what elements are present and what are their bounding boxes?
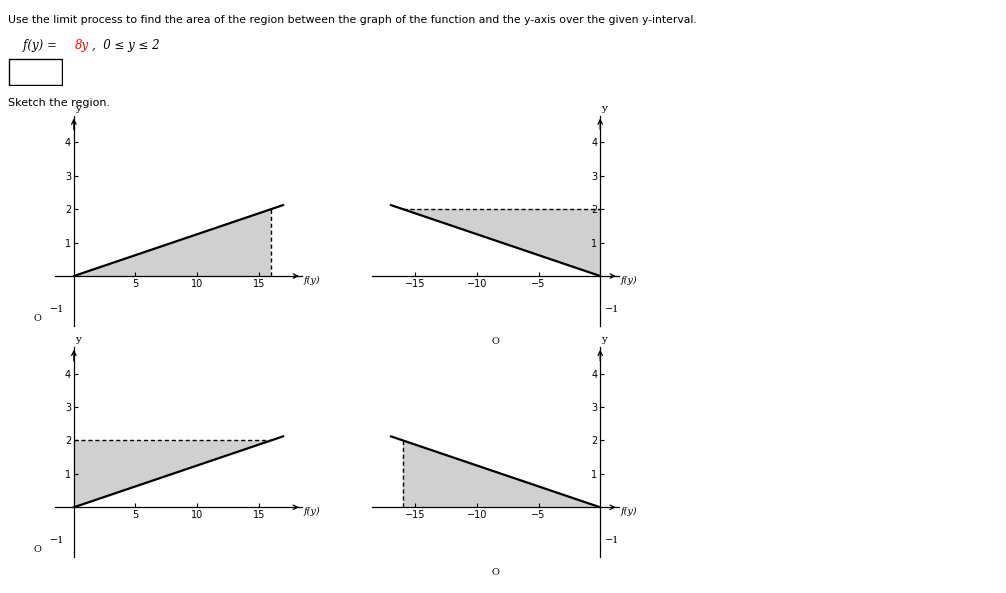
Text: −1: −1 (49, 536, 64, 545)
Polygon shape (73, 441, 271, 507)
Text: f(y): f(y) (304, 507, 320, 516)
Text: ,  0 ≤ y ≤ 2: , 0 ≤ y ≤ 2 (92, 39, 159, 52)
Text: y: y (601, 335, 607, 344)
Text: y: y (74, 335, 80, 344)
FancyBboxPatch shape (9, 59, 62, 85)
Text: O: O (492, 337, 499, 346)
Text: O: O (492, 568, 499, 577)
Text: f(y): f(y) (304, 276, 320, 285)
Text: Sketch the region.: Sketch the region. (8, 98, 111, 108)
Text: O: O (33, 314, 41, 323)
Text: y: y (601, 104, 607, 113)
Text: −1: −1 (606, 305, 620, 314)
Text: −1: −1 (606, 536, 620, 545)
Text: O: O (33, 546, 41, 554)
Polygon shape (403, 441, 601, 507)
Text: f(y) =: f(y) = (8, 39, 60, 52)
Polygon shape (403, 209, 601, 276)
Text: 8y: 8y (74, 39, 89, 52)
Text: y: y (74, 104, 80, 113)
Text: −1: −1 (49, 305, 64, 314)
Text: f(y): f(y) (621, 507, 637, 516)
Polygon shape (73, 209, 271, 276)
Text: Use the limit process to find the area of the region between the graph of the fu: Use the limit process to find the area o… (8, 15, 697, 25)
Text: f(y): f(y) (621, 276, 637, 285)
